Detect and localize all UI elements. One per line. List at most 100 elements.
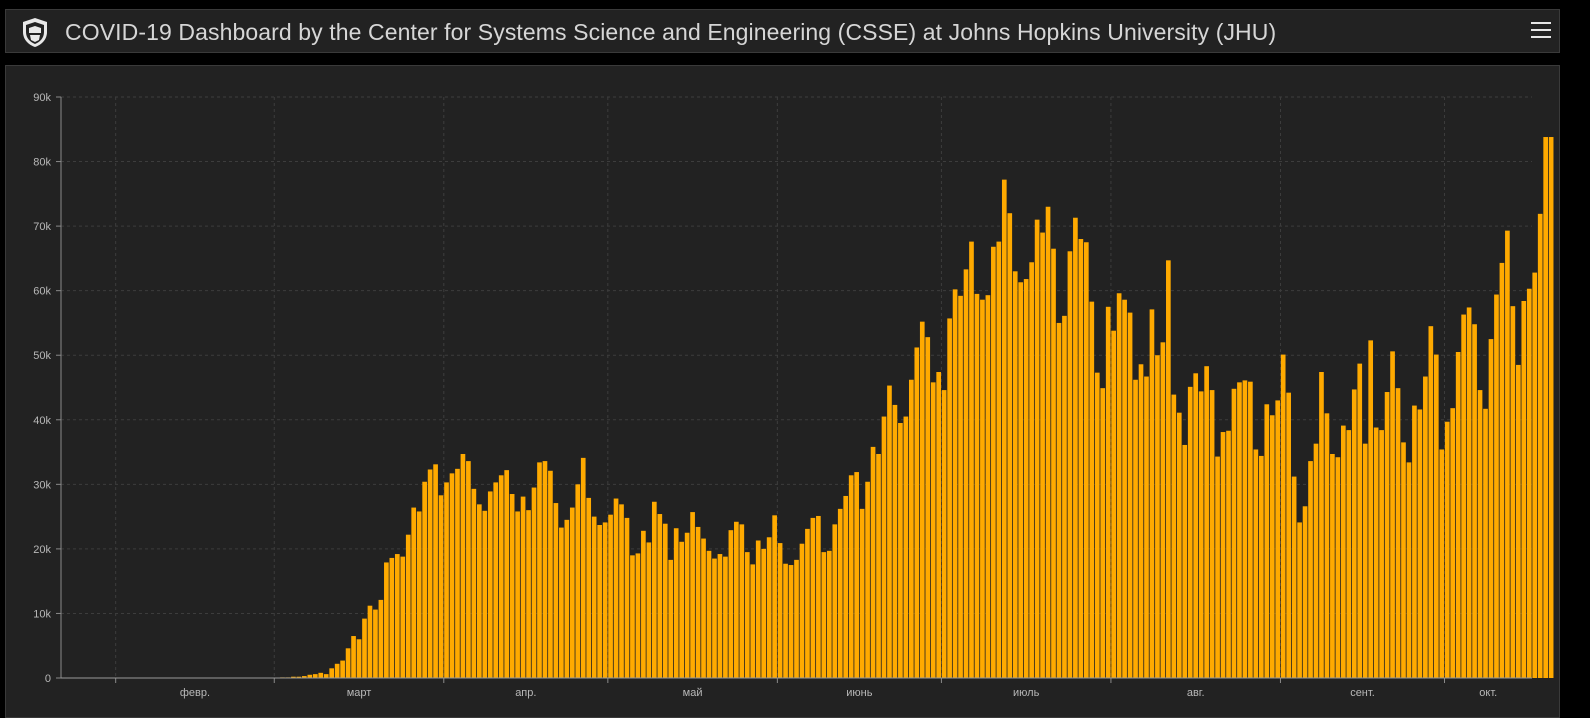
- hamburger-menu-icon[interactable]: [1531, 22, 1551, 40]
- data-bar: [657, 514, 663, 678]
- data-bar: [777, 543, 783, 678]
- data-bar: [411, 507, 417, 678]
- y-tick-label: 60k: [33, 286, 51, 298]
- data-bar: [1226, 430, 1231, 678]
- data-bar: [991, 246, 996, 678]
- data-bar: [580, 457, 586, 678]
- data-bar: [504, 470, 510, 678]
- data-bar: [996, 241, 1002, 679]
- data-bar: [673, 528, 679, 678]
- data-bar: [1362, 443, 1368, 678]
- data-bar: [455, 468, 460, 678]
- data-bar: [969, 241, 974, 679]
- data-bar: [624, 517, 630, 678]
- data-bar: [783, 563, 788, 678]
- data-bar: [356, 639, 362, 678]
- data-bar: [947, 318, 952, 678]
- x-tick-label: февр.: [180, 687, 210, 699]
- data-bar: [1494, 294, 1499, 678]
- data-bar: [1379, 430, 1384, 678]
- data-bar: [925, 337, 931, 678]
- data-bar: [876, 453, 881, 678]
- data-bar: [1029, 262, 1034, 678]
- data-bar: [1450, 408, 1456, 678]
- data-bar: [602, 522, 608, 678]
- data-bar: [641, 530, 646, 678]
- data-bar: [799, 543, 805, 678]
- data-bar: [394, 554, 400, 678]
- x-tick-label: апр.: [515, 687, 536, 699]
- data-bar: [302, 676, 307, 678]
- data-bar: [1215, 456, 1220, 678]
- data-bar: [854, 472, 859, 678]
- data-bar: [531, 487, 537, 678]
- data-bar: [1231, 388, 1237, 678]
- data-bar: [367, 605, 373, 678]
- data-bar: [1417, 409, 1423, 678]
- data-bar: [723, 556, 728, 678]
- data-bar: [1324, 413, 1330, 678]
- data-bar: [1401, 442, 1406, 678]
- data-bar: [1067, 251, 1073, 678]
- data-bar: [739, 524, 745, 678]
- data-bar: [1001, 179, 1007, 678]
- x-tick-label: май: [683, 687, 703, 699]
- data-bar: [712, 558, 717, 678]
- data-bar: [887, 385, 892, 678]
- data-bar: [837, 508, 843, 678]
- data-bar: [1248, 381, 1253, 678]
- data-bar: [930, 382, 936, 678]
- data-bar: [635, 553, 641, 678]
- data-bar: [1078, 239, 1084, 678]
- data-bar: [575, 484, 581, 678]
- university-seal-icon: [23, 18, 47, 47]
- data-bar: [936, 372, 942, 678]
- data-bar: [548, 470, 553, 678]
- app-header: COVID-19 Dashboard by the Center for Sys…: [5, 9, 1560, 53]
- x-tick-label: окт.: [1479, 687, 1497, 699]
- y-tick-label: 30k: [33, 479, 51, 491]
- data-bar: [515, 511, 520, 678]
- data-bar: [1269, 415, 1275, 678]
- data-bar: [859, 508, 865, 678]
- data-bar: [444, 482, 449, 678]
- data-bar: [427, 469, 433, 678]
- data-bar: [1144, 376, 1149, 678]
- data-bar: [706, 550, 712, 678]
- data-bar: [449, 473, 455, 678]
- daily-cases-bar-chart: 0 10k 20k 30k 40k 50k 60k 70k 80k 90k февр. март апр…: [33, 92, 1554, 699]
- data-bar: [1094, 372, 1100, 678]
- data-bar: [291, 676, 296, 678]
- data-bar: [826, 550, 832, 678]
- data-bar: [919, 321, 925, 678]
- data-bar: [1472, 324, 1477, 678]
- data-bar: [1455, 351, 1461, 678]
- data-bar: [345, 648, 351, 678]
- data-bar: [1466, 307, 1472, 678]
- data-bar: [1537, 213, 1543, 678]
- data-bar: [493, 482, 499, 678]
- data-bar: [296, 676, 302, 678]
- data-bar: [1198, 391, 1204, 678]
- data-bar: [1390, 351, 1395, 678]
- data-bar: [498, 475, 504, 678]
- data-bar: [487, 491, 493, 678]
- data-bar: [761, 548, 767, 678]
- data-bar: [1187, 386, 1193, 678]
- data-bar: [1258, 455, 1264, 678]
- data-bar: [1012, 271, 1018, 678]
- data-bar: [1160, 342, 1166, 678]
- data-bar: [1515, 364, 1521, 678]
- data-bar: [559, 527, 564, 678]
- data-bar: [734, 521, 739, 678]
- data-bar: [865, 481, 870, 678]
- data-bar: [1133, 379, 1138, 678]
- data-bar: [1166, 260, 1171, 678]
- data-bar: [980, 299, 985, 678]
- data-bar: [1056, 322, 1062, 678]
- data-bar: [1297, 522, 1302, 678]
- data-bar: [1193, 373, 1199, 678]
- y-tick-label: 80k: [33, 157, 51, 169]
- data-bar: [1384, 392, 1390, 678]
- data-bar: [1280, 354, 1286, 678]
